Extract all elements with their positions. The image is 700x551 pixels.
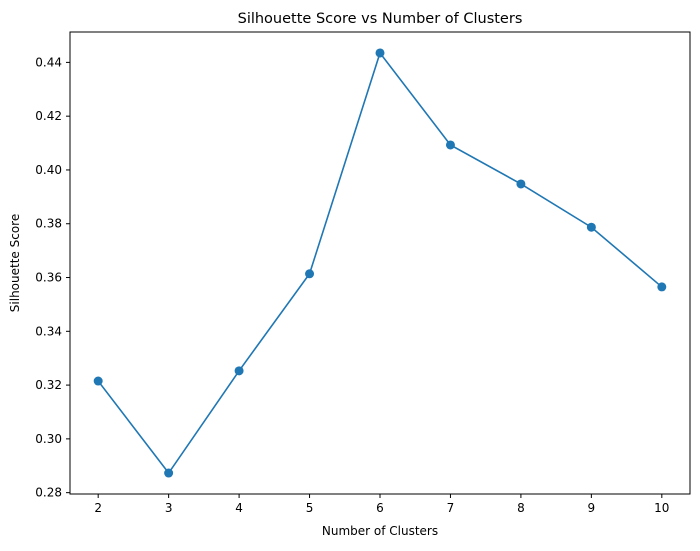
data-point: [234, 366, 244, 376]
x-tick-label: 6: [376, 501, 384, 515]
y-tick-label: 0.44: [35, 55, 62, 69]
y-axis-ticks: 0.28 0.30 0.32 0.34 0.36 0.38 0.40 0.42 0.44: [35, 55, 70, 500]
x-tick-label: 9: [588, 501, 596, 515]
x-tick-label: 3: [165, 501, 173, 515]
y-tick-label: 0.42: [35, 109, 62, 123]
data-point: [586, 222, 596, 232]
x-tick-label: 8: [517, 501, 525, 515]
y-tick-label: 0.28: [35, 486, 62, 500]
data-point: [657, 282, 667, 292]
x-tick-label: 10: [654, 501, 669, 515]
x-axis-ticks: 2 3 4 5 6 7 8 9 10: [94, 494, 669, 515]
data-point: [516, 179, 526, 189]
x-tick-label: 2: [94, 501, 102, 515]
data-point: [93, 376, 103, 386]
series-line: [97, 51, 663, 475]
series-points: [93, 48, 667, 478]
y-axis-label: Silhouette Score: [8, 214, 22, 312]
x-tick-label: 5: [306, 501, 314, 515]
plot-frame: [69, 31, 691, 495]
y-tick-label: 0.30: [35, 432, 62, 446]
x-axis-label: Number of Clusters: [322, 524, 438, 538]
y-tick-label: 0.36: [35, 271, 62, 285]
x-tick-label: 4: [235, 501, 243, 515]
y-tick-label: 0.40: [35, 163, 62, 177]
data-point: [445, 140, 455, 150]
chart-title: Silhouette Score vs Number of Clusters: [238, 11, 523, 27]
y-tick-label: 0.38: [35, 217, 62, 231]
x-tick-label: 7: [447, 501, 455, 515]
data-point: [375, 48, 385, 58]
data-point: [305, 269, 315, 279]
y-tick-label: 0.34: [35, 324, 62, 338]
y-tick-label: 0.32: [35, 378, 62, 392]
data-point: [164, 468, 174, 478]
